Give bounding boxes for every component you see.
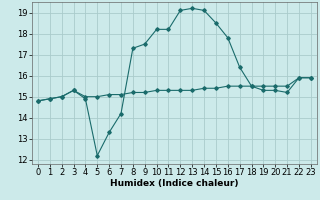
X-axis label: Humidex (Indice chaleur): Humidex (Indice chaleur) xyxy=(110,179,239,188)
